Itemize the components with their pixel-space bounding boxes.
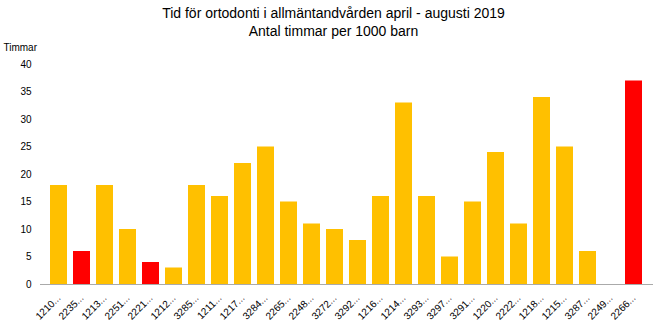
svg-text:1210...: 1210... <box>33 292 63 322</box>
svg-text:1220...: 1220... <box>470 292 500 322</box>
svg-text:40: 40 <box>20 59 32 70</box>
svg-text:3297...: 3297... <box>424 292 454 322</box>
svg-text:2249...: 2249... <box>585 292 615 322</box>
svg-text:3291...: 3291... <box>447 292 477 322</box>
svg-text:1217...: 1217... <box>217 292 247 322</box>
svg-text:2251...: 2251... <box>102 292 132 322</box>
svg-text:1211...: 1211... <box>194 292 224 322</box>
svg-text:1218...: 1218... <box>516 292 546 322</box>
svg-text:1213...: 1213... <box>79 292 109 322</box>
svg-text:25: 25 <box>20 141 32 152</box>
svg-text:3272...: 3272... <box>309 292 339 322</box>
svg-text:2235...: 2235... <box>56 292 86 322</box>
svg-text:2266...: 2266... <box>608 292 637 321</box>
svg-text:2248...: 2248... <box>286 292 316 322</box>
svg-text:2221...: 2221... <box>125 292 155 322</box>
html-text:Antal timmar per 1000 barn: Antal timmar per 1000 barn <box>248 23 419 39</box>
svg-text:0: 0 <box>26 279 32 290</box>
svg-text:3285...: 3285... <box>171 292 200 321</box>
svg-text:10: 10 <box>20 224 32 235</box>
svg-text:1216...: 1216... <box>355 292 385 322</box>
svg-text:Timmar: Timmar <box>4 42 38 53</box>
svg-text:2222...: 2222... <box>493 292 523 322</box>
svg-text:15: 15 <box>20 196 32 207</box>
svg-text:20: 20 <box>20 169 32 180</box>
svg-text:1215...: 1215... <box>539 292 569 322</box>
svg-text:5: 5 <box>26 251 32 262</box>
svg-text:3287...: 3287... <box>562 292 592 322</box>
html-text:Tid för ortodonti i allmäntand: Tid för ortodonti i allmäntandvården apr… <box>162 5 505 21</box>
svg-text:30: 30 <box>20 114 32 125</box>
svg-text:3284...: 3284... <box>240 292 270 322</box>
svg-text:2265...: 2265... <box>263 292 293 322</box>
svg-text:3293...: 3293... <box>401 292 431 322</box>
svg-text:3292...: 3292... <box>332 292 362 322</box>
svg-text:1212...: 1212... <box>148 292 178 322</box>
svg-text:1214...: 1214... <box>378 292 408 322</box>
svg-text:35: 35 <box>20 86 32 97</box>
